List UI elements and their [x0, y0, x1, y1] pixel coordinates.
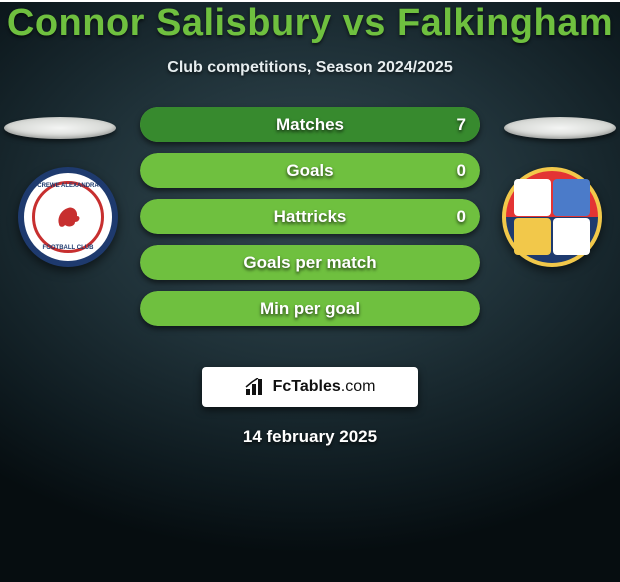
stat-value-right: 0 — [457, 161, 466, 181]
date-label: 14 february 2025 — [0, 427, 620, 447]
stat-value-right: 7 — [457, 115, 466, 135]
branding-card: FcTables.com — [202, 367, 418, 407]
brand-name: FcTables — [273, 378, 341, 395]
stat-row: Goals 0 — [140, 153, 480, 188]
player1-club-badge: CREWE ALEXANDRA FOOTBALL CLUB — [18, 167, 118, 267]
page-title: Connor Salisbury vs Falkingham — [0, 2, 620, 45]
player2-base — [504, 117, 616, 139]
stat-row: Min per goal — [140, 291, 480, 326]
player1-base — [4, 117, 116, 139]
stat-label: Matches — [276, 115, 344, 135]
badge-text-top: CREWE ALEXANDRA — [37, 183, 98, 189]
lion-icon — [51, 200, 85, 234]
badge-text-bottom: FOOTBALL CLUB — [43, 245, 94, 251]
stat-row: Matches 7 — [140, 107, 480, 142]
stat-label: Goals — [286, 161, 333, 181]
stat-label: Min per goal — [260, 299, 360, 319]
stat-label: Hattricks — [274, 207, 347, 227]
stat-value-right: 0 — [457, 207, 466, 227]
stat-label: Goals per match — [243, 253, 376, 273]
brand-text: FcTables.com — [273, 378, 376, 396]
subtitle: Club competitions, Season 2024/2025 — [0, 59, 620, 77]
stat-row: Hattricks 0 — [140, 199, 480, 234]
stat-row: Goals per match — [140, 245, 480, 280]
comparison-arena: CREWE ALEXANDRA FOOTBALL CLUB Matches 7 Go… — [0, 115, 620, 345]
player2-club-badge — [502, 167, 602, 267]
bars-icon — [245, 378, 267, 396]
stat-rows: Matches 7 Goals 0 Hattricks 0 Goals per match M… — [140, 107, 480, 326]
brand-domain: .com — [341, 378, 376, 395]
